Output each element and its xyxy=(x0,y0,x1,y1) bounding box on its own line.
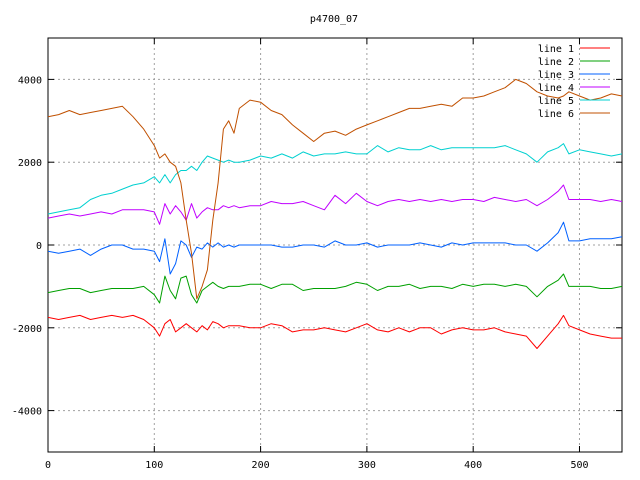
y-tick-label: 4000 xyxy=(18,75,42,86)
series-line-4 xyxy=(47,184,623,225)
x-tick-label: 500 xyxy=(570,460,588,471)
x-tick-label: 300 xyxy=(358,460,376,471)
x-tick-label: 400 xyxy=(464,460,482,471)
legend: line 1 line 2 line 3 line 4 line 5 line 6 xyxy=(538,44,610,120)
legend-label-3: line 3 xyxy=(538,70,574,81)
y-tick-label: -4000 xyxy=(12,407,42,418)
x-tick-label: 0 xyxy=(45,460,51,471)
series-line-3 xyxy=(47,221,623,275)
series-line-1 xyxy=(47,314,622,349)
chart-title: p4700_07 xyxy=(310,14,358,25)
x-tick-labels: 0 100 200 300 400 500 xyxy=(45,460,589,471)
series-lines xyxy=(47,78,623,349)
legend-label-1: line 1 xyxy=(538,44,574,55)
series-line-2 xyxy=(47,273,623,304)
y-tick-label: -2000 xyxy=(12,324,42,335)
legend-label-4: line 4 xyxy=(538,83,574,94)
x-tick-label: 200 xyxy=(252,460,270,471)
series-line-6 xyxy=(47,78,623,300)
legend-label-5: line 5 xyxy=(538,96,574,107)
series-line-5 xyxy=(47,143,623,215)
grid-lines xyxy=(47,38,622,452)
y-tick-label: 0 xyxy=(36,241,42,252)
y-tick-label: 2000 xyxy=(18,158,42,169)
x-tick-label: 100 xyxy=(145,460,163,471)
legend-label-6: line 6 xyxy=(538,109,574,120)
legend-label-2: line 2 xyxy=(538,57,574,68)
axis-ticks xyxy=(47,38,622,452)
y-tick-labels: -4000 -2000 0 2000 4000 xyxy=(12,75,42,417)
